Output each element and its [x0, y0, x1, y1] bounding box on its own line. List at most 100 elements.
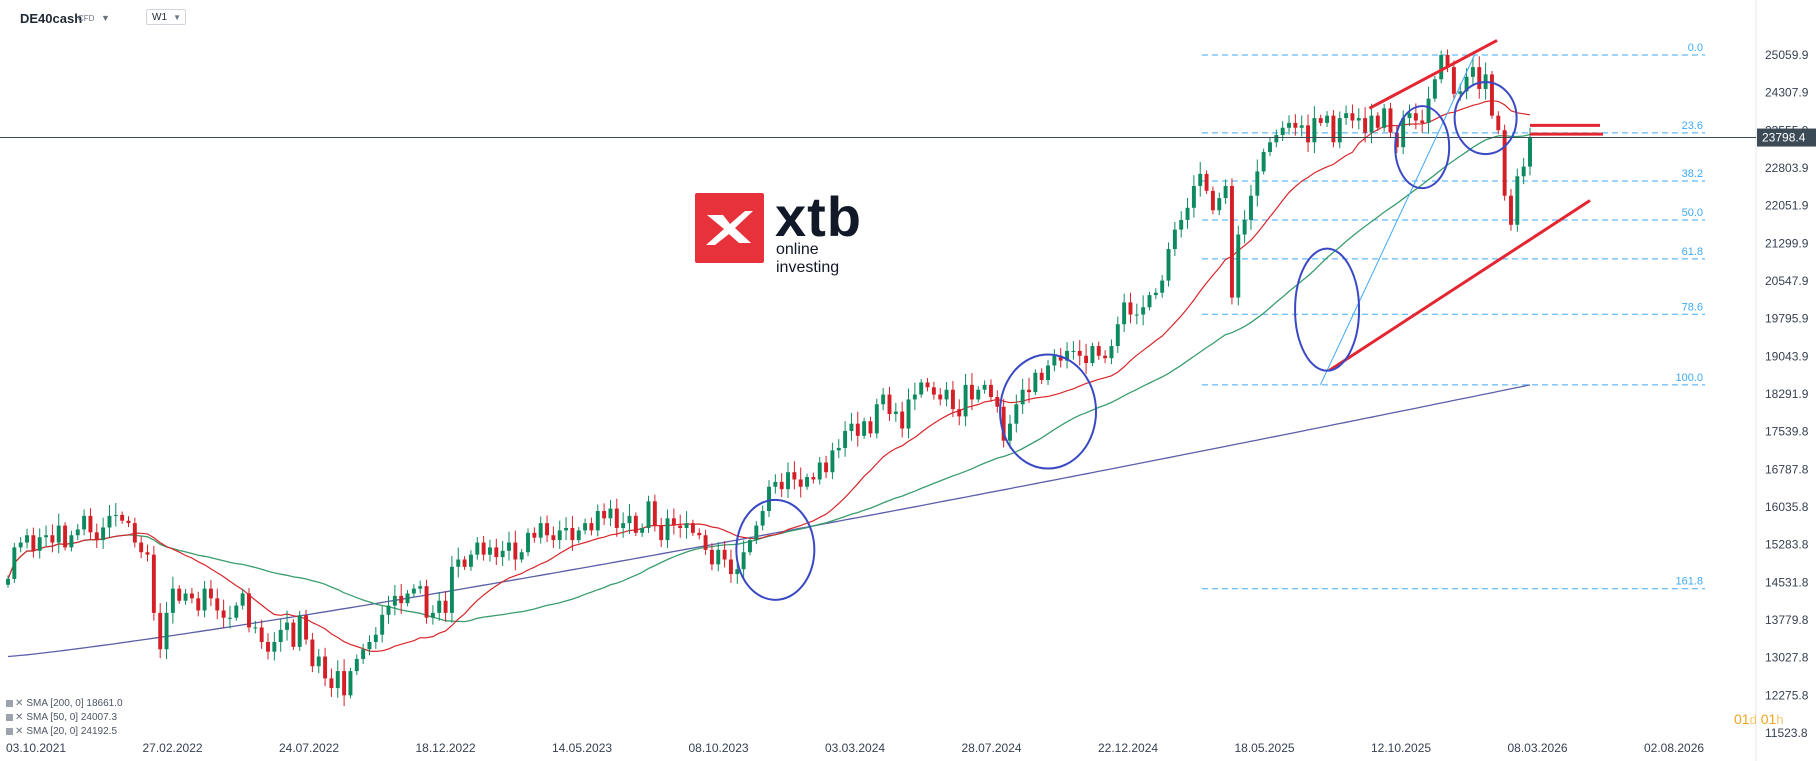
candle-body	[1166, 249, 1171, 281]
candle-body	[494, 547, 499, 558]
candle-body	[646, 501, 651, 528]
candle-body	[392, 595, 397, 606]
candle-body	[430, 612, 435, 618]
candle-body	[1439, 55, 1444, 80]
candle-body	[836, 447, 841, 451]
candle-body	[843, 430, 848, 448]
candle-body	[874, 404, 879, 434]
candle-body	[1318, 118, 1323, 123]
candle-body	[1509, 195, 1513, 225]
candle-body	[792, 472, 797, 480]
candle-body	[88, 515, 93, 533]
symbol-selector[interactable]: DE40cash	[20, 11, 83, 26]
candle-body	[570, 527, 575, 541]
x-tick-label: 12.10.2025	[1371, 741, 1431, 755]
timeframe-selector[interactable]: W1 ▼	[146, 9, 186, 25]
candle-body	[6, 578, 10, 585]
close-icon[interactable]: ✕	[15, 698, 24, 709]
x-tick-label: 02.08.2026	[1644, 741, 1704, 755]
candle-body	[367, 641, 372, 650]
legend-label-sma50: SMA [50, 0] 24007.3	[26, 712, 118, 723]
candle-body	[1223, 185, 1228, 199]
candle-body	[177, 588, 182, 601]
candle-body	[1096, 346, 1101, 356]
candle-body	[316, 656, 321, 667]
x-tick-label: 03.03.2024	[825, 741, 885, 755]
candle-body	[1122, 302, 1127, 325]
candle-body	[925, 382, 930, 388]
candle-body	[1020, 389, 1025, 405]
candle-body	[1103, 355, 1108, 359]
candle-body	[862, 421, 867, 436]
candle-body	[1515, 176, 1520, 225]
candle-body	[424, 586, 429, 618]
candle-body	[481, 542, 486, 555]
candle-body	[938, 394, 943, 400]
candle-body	[63, 525, 68, 548]
candle-body	[1312, 118, 1317, 143]
candle-body	[798, 479, 803, 487]
indicator-settings-icon[interactable]	[6, 714, 13, 721]
timeframe-label: W1	[152, 12, 167, 23]
candle-body	[786, 472, 790, 490]
close-icon[interactable]: ✕	[15, 726, 24, 737]
candle-body	[1128, 302, 1133, 315]
highlight-circle	[1394, 105, 1451, 190]
candle-body	[75, 529, 80, 536]
candle-body	[557, 530, 562, 541]
indicator-settings-icon[interactable]	[6, 728, 13, 735]
close-icon[interactable]: ✕	[15, 712, 24, 723]
candle-body	[1382, 108, 1387, 128]
candle-body	[196, 598, 201, 611]
sma50-line	[7, 133, 1531, 623]
candle-body	[589, 523, 594, 531]
fib-level-label: 38.2	[1682, 168, 1703, 180]
candle-body	[627, 515, 632, 524]
logo-tagline: online investing	[776, 241, 840, 276]
candle-body	[1039, 372, 1044, 381]
y-tick-label: 11523.8	[1765, 726, 1808, 740]
candle-body	[82, 515, 87, 530]
candle-body	[418, 586, 423, 589]
candle-body	[1293, 122, 1298, 128]
candle-body	[779, 481, 784, 490]
candle-body	[1033, 372, 1038, 393]
candle-body	[1210, 190, 1215, 211]
candle-body	[291, 622, 296, 647]
candle-body	[545, 523, 550, 536]
candle-body	[1236, 234, 1241, 298]
candle-body	[69, 535, 74, 548]
candle-body	[1363, 118, 1368, 133]
candle-body	[1375, 115, 1380, 128]
indicator-settings-icon[interactable]	[6, 700, 13, 707]
candle-body	[468, 554, 473, 567]
candle-body	[526, 532, 530, 553]
legend-label-sma200: SMA [200, 0] 18661.0	[26, 698, 123, 709]
candle-body	[805, 477, 810, 487]
candle-body	[475, 542, 480, 555]
candle-body	[887, 394, 892, 414]
candle-body	[849, 423, 854, 431]
y-tick-label: 24307.9	[1765, 86, 1809, 100]
fib-level-label: 61.8	[1682, 246, 1703, 258]
candle-body	[158, 612, 163, 650]
candle-body	[614, 508, 619, 528]
candle-body	[728, 559, 733, 575]
candle-body	[500, 550, 505, 558]
candle-body	[1046, 365, 1050, 381]
candle-body	[259, 627, 264, 642]
candle-body	[1261, 152, 1266, 172]
candle-body	[221, 610, 226, 618]
candle-body	[253, 627, 258, 629]
candle-body	[1401, 118, 1406, 148]
y-tick-label: 20547.9	[1765, 274, 1809, 288]
countdown-days: 01	[1734, 711, 1750, 727]
chevron-down-icon[interactable]: ▼	[101, 13, 110, 23]
y-tick-label: 14531.8	[1765, 575, 1809, 589]
candle-body	[671, 518, 676, 526]
candle-body	[170, 588, 175, 613]
candle-body	[1407, 113, 1412, 119]
candle-body	[443, 600, 448, 613]
candle-body	[1528, 137, 1532, 167]
